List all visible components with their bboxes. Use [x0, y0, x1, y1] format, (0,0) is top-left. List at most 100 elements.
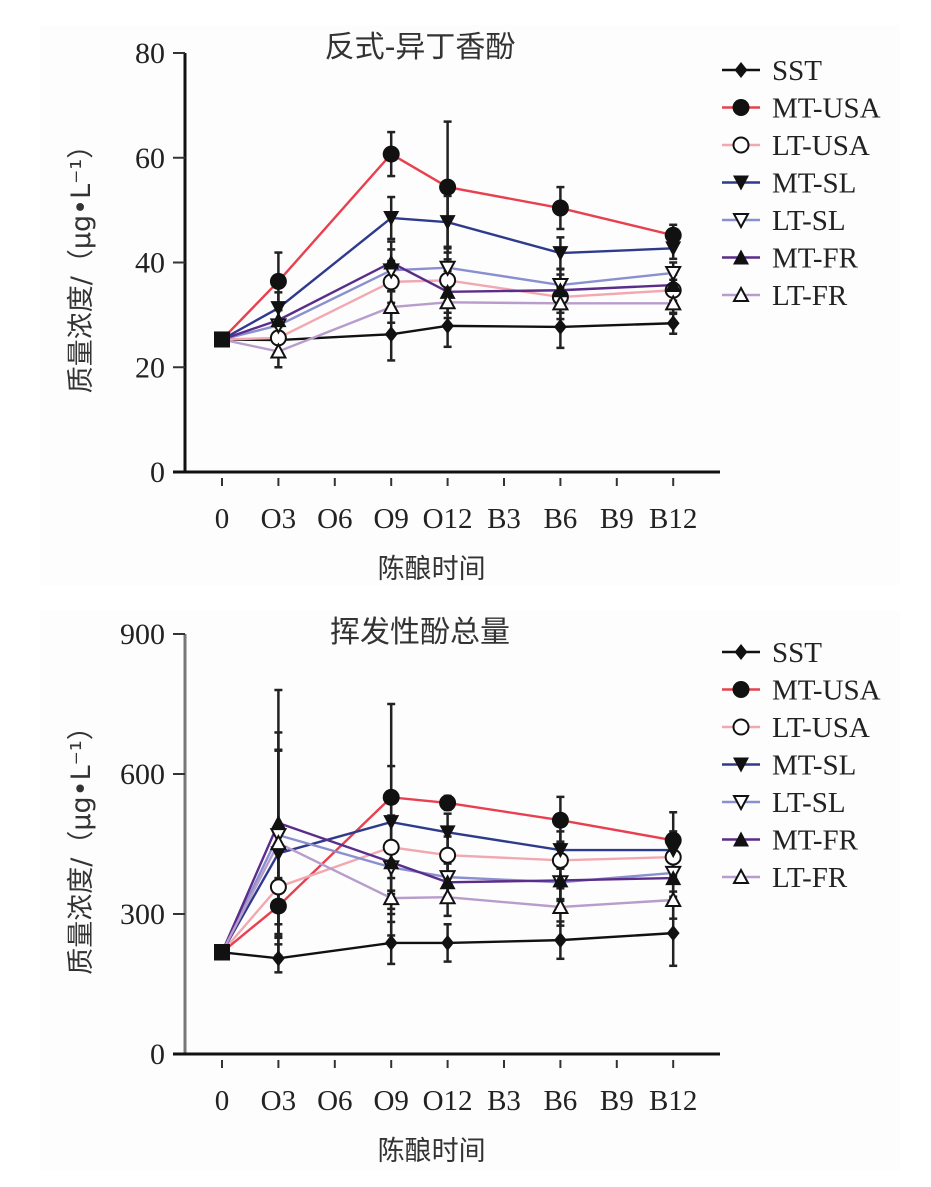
- y-tick-label: 40: [135, 247, 165, 280]
- data-point-lt-usa: [269, 878, 287, 896]
- data-point-mt-usa: [551, 811, 569, 829]
- data-point-mt-usa: [551, 199, 569, 217]
- x-tick-label: B6: [543, 503, 577, 535]
- data-point-lt-usa: [382, 838, 400, 856]
- series-line-sst: [221, 322, 674, 342]
- legend-marker-mt-fr: [733, 249, 749, 265]
- x-tick-label: B9: [600, 503, 634, 535]
- data-point-sst: [384, 934, 398, 951]
- data-point-mt-fr: [439, 283, 456, 299]
- legend-label: LT-USA: [772, 712, 870, 744]
- data-point-lt-fr: [382, 297, 400, 315]
- data-point-sst: [666, 315, 680, 332]
- series-line-lt-usa: [221, 279, 674, 341]
- x-tick-label: 0: [215, 1085, 230, 1117]
- data-point-sst: [666, 925, 680, 942]
- data-point-lt-sl: [438, 260, 457, 277]
- data-point-sst: [554, 318, 567, 335]
- data-point-mt-fr: [552, 282, 569, 298]
- data-point-lt-fr: [382, 889, 400, 906]
- series-line-lt-fr: [221, 301, 674, 353]
- x-tick-label: B3: [487, 503, 521, 535]
- legend-label: MT-FR: [772, 243, 859, 275]
- y-tick-label: 0: [150, 1038, 165, 1071]
- legend-marker-lt-fr: [732, 867, 750, 884]
- series-line-lt-fr: [220, 841, 674, 953]
- data-point-mt-fr: [383, 854, 400, 870]
- data-point-mt-fr: [552, 872, 569, 888]
- data-point-lt-fr: [269, 833, 288, 851]
- data-point-mt-fr: [270, 312, 287, 328]
- chart-bottom-panel: 挥发性酚总量 0 300 600 900 质量浓度/（μg•L⁻¹） 0 O3 O6 O9 O12 B…: [40, 610, 900, 1170]
- legend-marker-sst: [734, 644, 748, 660]
- legend-marker-sst: [734, 62, 748, 78]
- data-point-mt-fr: [439, 874, 456, 890]
- series-line-lt-usa: [221, 846, 674, 954]
- chart-top-panel: 反式-异丁香酚 0 20 40 60 80 质量浓度/（μg•L⁻¹） 0 O3 O6 O9 O12 B…: [40, 25, 900, 585]
- data-point-lt-fr: [664, 294, 682, 311]
- data-point-mt-sl: [439, 215, 456, 231]
- legend-marker-mt-sl: [733, 175, 749, 191]
- legend-label: MT-USA: [772, 675, 881, 707]
- legend-marker-mt-fr: [733, 831, 749, 847]
- data-point-mt-sl: [552, 246, 569, 262]
- legend-label: MT-USA: [772, 93, 881, 125]
- data-point-mt-sl: [665, 241, 682, 257]
- chart-title: 挥发性酚总量: [330, 615, 510, 650]
- x-tick-label: O9: [373, 503, 408, 535]
- y-tick-label: 0: [150, 456, 165, 489]
- series-line-mt-usa: [221, 796, 674, 954]
- y-tick-label: 80: [135, 37, 165, 70]
- series-line-mt-fr: [220, 821, 674, 953]
- x-tick-label: O12: [423, 503, 473, 535]
- y-tick-label: 600: [120, 758, 165, 791]
- legend-marker-mt-sl: [733, 757, 749, 773]
- data-point-mt-usa: [439, 178, 457, 196]
- y-tick-label: 60: [135, 142, 165, 175]
- series-line-lt-sl: [221, 266, 674, 341]
- x-tick-label: B3: [487, 1085, 521, 1117]
- legend-label: LT-FR: [772, 862, 848, 894]
- data-point-lt-fr: [664, 890, 682, 907]
- chart-total-volatile-phenols: 挥发性酚总量 0 300 600 900 质量浓度/（μg•L⁻¹） 0 O3 O6 O9 O12 B…: [66, 615, 881, 1167]
- data-point-lt-fr: [269, 342, 288, 359]
- series-line-sst: [221, 931, 674, 960]
- data-point-mt-fr: [665, 870, 682, 886]
- x-tick-label: B12: [649, 503, 697, 535]
- data-point-mt-sl: [270, 846, 287, 862]
- data-point-mt-sl: [270, 301, 287, 317]
- data-point-mt-sl: [665, 843, 682, 859]
- x-tick-label: B9: [600, 1085, 634, 1117]
- data-point-mt-usa: [382, 788, 400, 806]
- legend-marker-lt-fr: [732, 285, 750, 302]
- x-tick-label: O3: [261, 503, 296, 535]
- data-point-lt-fr: [214, 331, 230, 348]
- data-point-mt-fr: [665, 277, 682, 293]
- x-tick-label: O12: [423, 1085, 473, 1117]
- legend-label: MT-SL: [772, 750, 856, 782]
- series-line-mt-fr: [221, 261, 674, 341]
- data-point-sst: [441, 317, 454, 334]
- legend-marker-lt-usa: [732, 718, 750, 736]
- data-point-mt-usa: [382, 145, 400, 163]
- data-point-sst: [272, 950, 285, 967]
- data-point-mt-fr: [383, 254, 400, 270]
- y-axis-title: 质量浓度/（μg•L⁻¹）: [66, 713, 97, 974]
- legend-marker-lt-usa: [732, 136, 750, 154]
- x-tick-label: O3: [261, 1085, 296, 1117]
- data-point-lt-fr: [551, 897, 570, 914]
- x-tick-label: B12: [649, 1085, 697, 1117]
- data-point-mt-sl: [383, 815, 400, 831]
- data-point-mt-sl: [552, 843, 569, 859]
- data-point-lt-fr: [551, 294, 570, 311]
- x-axis-title: 陈酿时间: [378, 554, 486, 585]
- data-point-mt-fr: [270, 815, 287, 830]
- legend-label: MT-SL: [772, 168, 856, 200]
- legend-label: MT-FR: [772, 825, 859, 857]
- legend-label: LT-FR: [772, 280, 848, 312]
- data-point-lt-usa: [439, 846, 457, 864]
- x-tick-label: O6: [317, 1085, 352, 1117]
- x-tick-label: O6: [317, 503, 352, 535]
- series-line-mt-usa: [221, 152, 674, 341]
- data-point-mt-sl: [439, 825, 456, 841]
